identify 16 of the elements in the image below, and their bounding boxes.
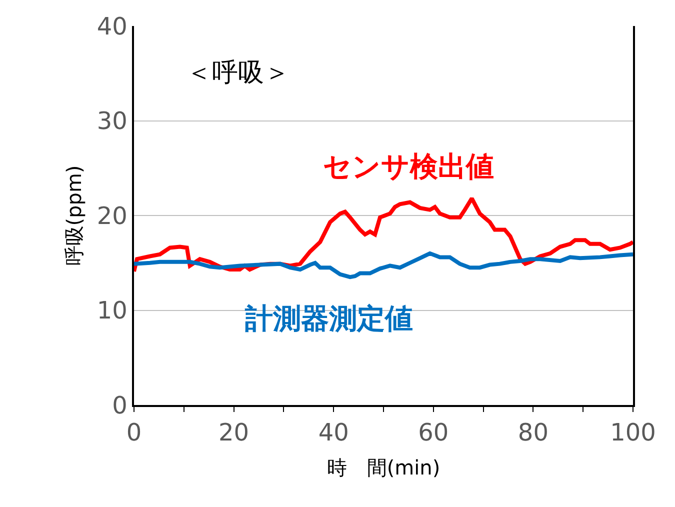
x-tick-label: 60: [418, 418, 449, 447]
x-tick-label: 100: [610, 418, 656, 447]
y-tick-label: 10: [96, 296, 128, 325]
y-tick-label: 0: [112, 391, 128, 420]
y-tick-label: 40: [96, 12, 128, 40]
text: ＜呼吸＞: [186, 58, 290, 88]
x-tick-label: 40: [318, 418, 349, 447]
x-tick-label: 80: [518, 418, 548, 447]
x-axis-title: 時 間(min): [326, 456, 440, 480]
series-label: 計測器測定値: [244, 302, 413, 335]
y-axis-title: 呼吸(ppm): [62, 165, 86, 266]
y-tick-label: 30: [96, 107, 128, 136]
x-tick-label: 20: [218, 418, 250, 447]
line-series: [134, 251, 633, 280]
series-label: センサ検出値: [323, 150, 494, 183]
y-tick-label: 20: [96, 202, 128, 230]
